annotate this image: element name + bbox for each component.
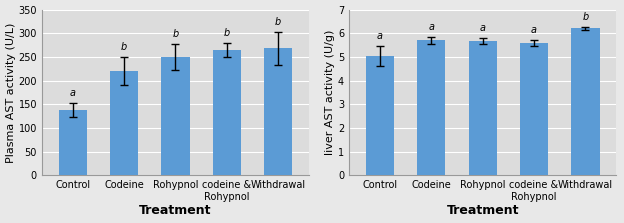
Text: b: b bbox=[275, 17, 281, 27]
Bar bbox=[520, 43, 548, 175]
Text: a: a bbox=[377, 31, 383, 41]
Text: b: b bbox=[223, 28, 230, 38]
Text: a: a bbox=[428, 22, 434, 32]
Bar bbox=[59, 110, 87, 175]
Text: b: b bbox=[121, 42, 127, 52]
Text: b: b bbox=[172, 29, 178, 39]
X-axis label: Treatment: Treatment bbox=[446, 204, 519, 217]
Text: a: a bbox=[531, 25, 537, 35]
Text: a: a bbox=[70, 88, 76, 98]
Bar bbox=[469, 41, 497, 175]
Bar bbox=[161, 57, 190, 175]
Text: b: b bbox=[582, 12, 588, 22]
Bar bbox=[417, 40, 446, 175]
Bar bbox=[264, 48, 292, 175]
Text: a: a bbox=[480, 23, 485, 33]
Bar bbox=[110, 71, 138, 175]
Y-axis label: liver AST activity (U/g): liver AST activity (U/g) bbox=[325, 30, 335, 155]
Bar bbox=[572, 29, 600, 175]
Y-axis label: Plasma AST activity (U/L): Plasma AST activity (U/L) bbox=[6, 22, 16, 163]
Bar bbox=[366, 56, 394, 175]
Bar bbox=[213, 50, 241, 175]
X-axis label: Treatment: Treatment bbox=[139, 204, 212, 217]
